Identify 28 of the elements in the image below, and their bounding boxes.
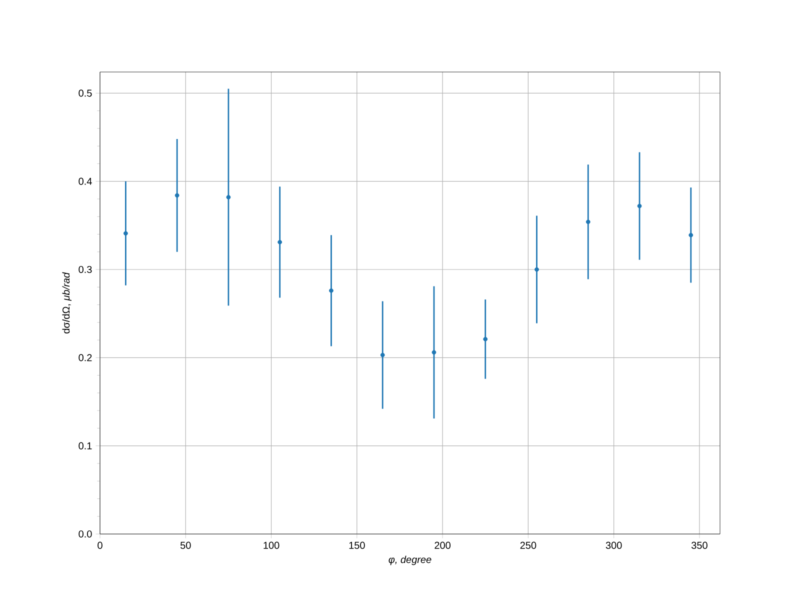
x-tick-label: 250: [520, 542, 536, 549]
point: [123, 231, 128, 236]
y-tick-label: 0.1: [78, 442, 92, 450]
x-tick-label: 150: [349, 542, 365, 549]
point: [329, 288, 334, 293]
x-tick-label: 0: [98, 542, 102, 549]
point: [534, 267, 539, 272]
y-tick-label: 0.0: [78, 530, 92, 538]
x-tick-label: 200: [434, 542, 451, 549]
point: [483, 336, 488, 342]
y-tick-label: 0.2: [78, 354, 92, 362]
y-axis-title: dσ/dΩ, μb/rad: [62, 272, 72, 334]
x-tick-label: 350: [691, 542, 708, 549]
x-axis-title: φ, degree: [388, 556, 432, 566]
x-tick-label: 300: [606, 542, 622, 549]
point: [278, 240, 282, 244]
y-tick-label: 0.3: [78, 266, 92, 274]
point: [637, 204, 642, 208]
point: [432, 350, 436, 355]
x-tick-label: 50: [180, 542, 191, 549]
point: [688, 232, 694, 238]
x-tick-label: 100: [264, 542, 280, 549]
point: [226, 194, 231, 200]
y-tick-label: 0.5: [78, 90, 92, 97]
y-tick-label: 0.4: [78, 178, 92, 185]
point: [586, 220, 590, 224]
point: [174, 193, 180, 198]
point: [380, 352, 385, 358]
